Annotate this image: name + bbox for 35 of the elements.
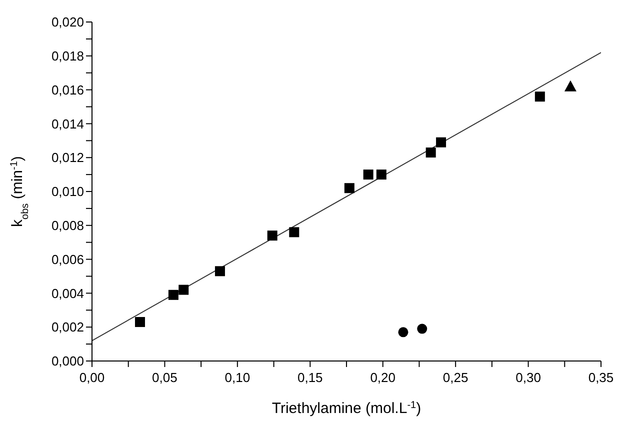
x-tick-label: 0,15 <box>297 370 323 386</box>
point <box>363 170 374 180</box>
point <box>267 230 278 241</box>
point <box>417 324 428 334</box>
point <box>168 290 178 300</box>
x-tick-label: 0,05 <box>152 370 178 386</box>
y-tick-label: 0,008 <box>51 218 84 234</box>
point <box>398 327 408 338</box>
point <box>344 183 354 194</box>
x-tick-label: 0,10 <box>224 370 250 386</box>
y-tick-label: 0,000 <box>51 354 84 369</box>
y-tick-label: 0,020 <box>51 14 84 30</box>
point <box>376 170 386 180</box>
point <box>289 227 300 238</box>
y-tick-label: 0,018 <box>51 48 84 64</box>
x-tick-label: 0,25 <box>442 370 468 386</box>
x-tick-label: 0,30 <box>516 370 541 386</box>
point <box>564 80 576 92</box>
x-axis-title: Triethylamine (mol.L$^{-1}$) <box>272 400 422 417</box>
y-tick-label: 0,004 <box>51 286 84 301</box>
y-tick-label: 0,016 <box>51 82 84 98</box>
y-tick-label: 0,006 <box>51 252 84 267</box>
x-tick-label: 0,20 <box>370 370 396 386</box>
point <box>134 317 145 328</box>
point <box>534 92 545 102</box>
point <box>214 266 225 276</box>
y-tick-label: 0,010 <box>51 184 84 200</box>
y-tick-label: 0,014 <box>51 116 84 132</box>
point <box>436 137 446 148</box>
point <box>426 148 436 158</box>
y-tick-label: 0,012 <box>51 150 84 166</box>
point <box>178 284 189 295</box>
x-tick-label: 0,00 <box>79 370 105 386</box>
x-tick-label: 0,35 <box>588 370 614 386</box>
y-tick-label: 0,002 <box>51 320 84 335</box>
